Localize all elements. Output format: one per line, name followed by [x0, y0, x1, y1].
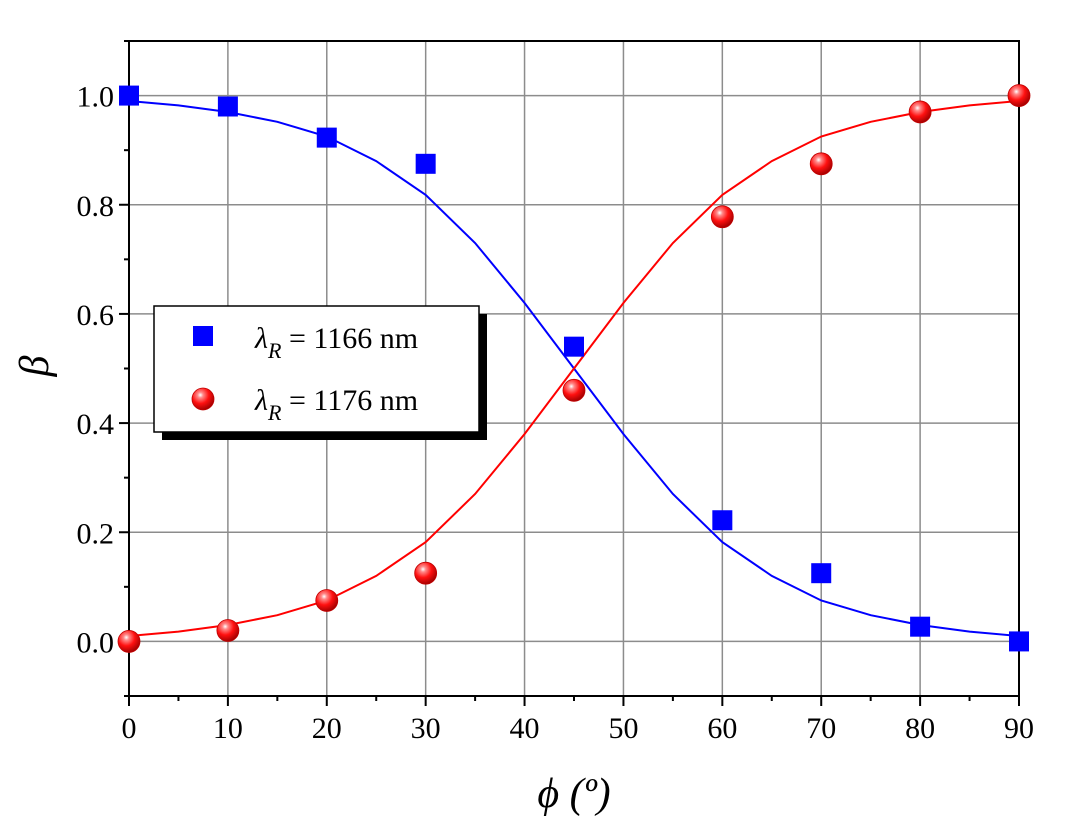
data-point-1166: [119, 85, 139, 106]
x-tick-label: 60: [707, 712, 737, 745]
x-tick-label: 0: [122, 712, 137, 745]
axes: 0 10 20 30 40 50 60 70 80 90 0.0 0.2 0.4 0.6 0.8 1.0: [77, 40, 1034, 745]
data-point-1176: [1007, 84, 1031, 107]
y-tick-label: 0.6: [77, 299, 115, 332]
data-point-1166: [811, 563, 832, 584]
data-point-1166: [910, 616, 931, 637]
y-tick-label: 1.0: [77, 81, 115, 114]
data-point-1176: [117, 630, 141, 653]
legend: λR = 1166 nm λR = 1176 nm: [153, 305, 487, 440]
data-point-1176: [216, 619, 240, 642]
data-point-1176: [315, 589, 339, 612]
x-tick-label: 40: [510, 712, 540, 745]
x-tick-label: 30: [411, 712, 441, 745]
grid-lines: [128, 41, 1020, 696]
data-point-1166: [217, 96, 238, 117]
y-tick-label: 0.4: [77, 408, 115, 441]
fit-curve-1176: [128, 100, 1020, 637]
x-tick-label: 20: [312, 712, 342, 745]
legend-marker-1176: [191, 387, 215, 411]
data-point-1176: [414, 561, 438, 585]
data-markers: [117, 84, 1031, 653]
legend-label-1166: λR = 1166 nm: [254, 322, 418, 363]
data-point-1176: [809, 152, 833, 176]
data-point-1166: [316, 127, 337, 148]
x-tick-label: 70: [806, 712, 836, 745]
y-tick-label: 0.2: [77, 517, 115, 550]
fit-curves: [128, 100, 1020, 637]
legend-label-1176: λR = 1176 nm: [254, 384, 418, 425]
data-point-1166: [1009, 631, 1029, 652]
data-point-1176: [908, 100, 932, 124]
y-axis-label: β: [12, 355, 58, 377]
y-tick-label: 0.0: [77, 626, 115, 659]
x-tick-label: 80: [905, 712, 935, 745]
data-point-1176: [562, 378, 586, 402]
y-tick-label: 0.8: [77, 190, 115, 223]
x-tick-label: 50: [608, 712, 638, 745]
data-point-1166: [712, 510, 733, 531]
legend-marker-1166: [193, 326, 213, 346]
data-point-1176: [710, 205, 734, 229]
x-tick-label: 10: [213, 712, 243, 745]
x-axis-label: ϕ (º): [537, 771, 610, 817]
data-point-1166: [415, 153, 436, 174]
x-tick-label: 90: [1004, 712, 1034, 745]
data-point-1166: [564, 336, 584, 357]
